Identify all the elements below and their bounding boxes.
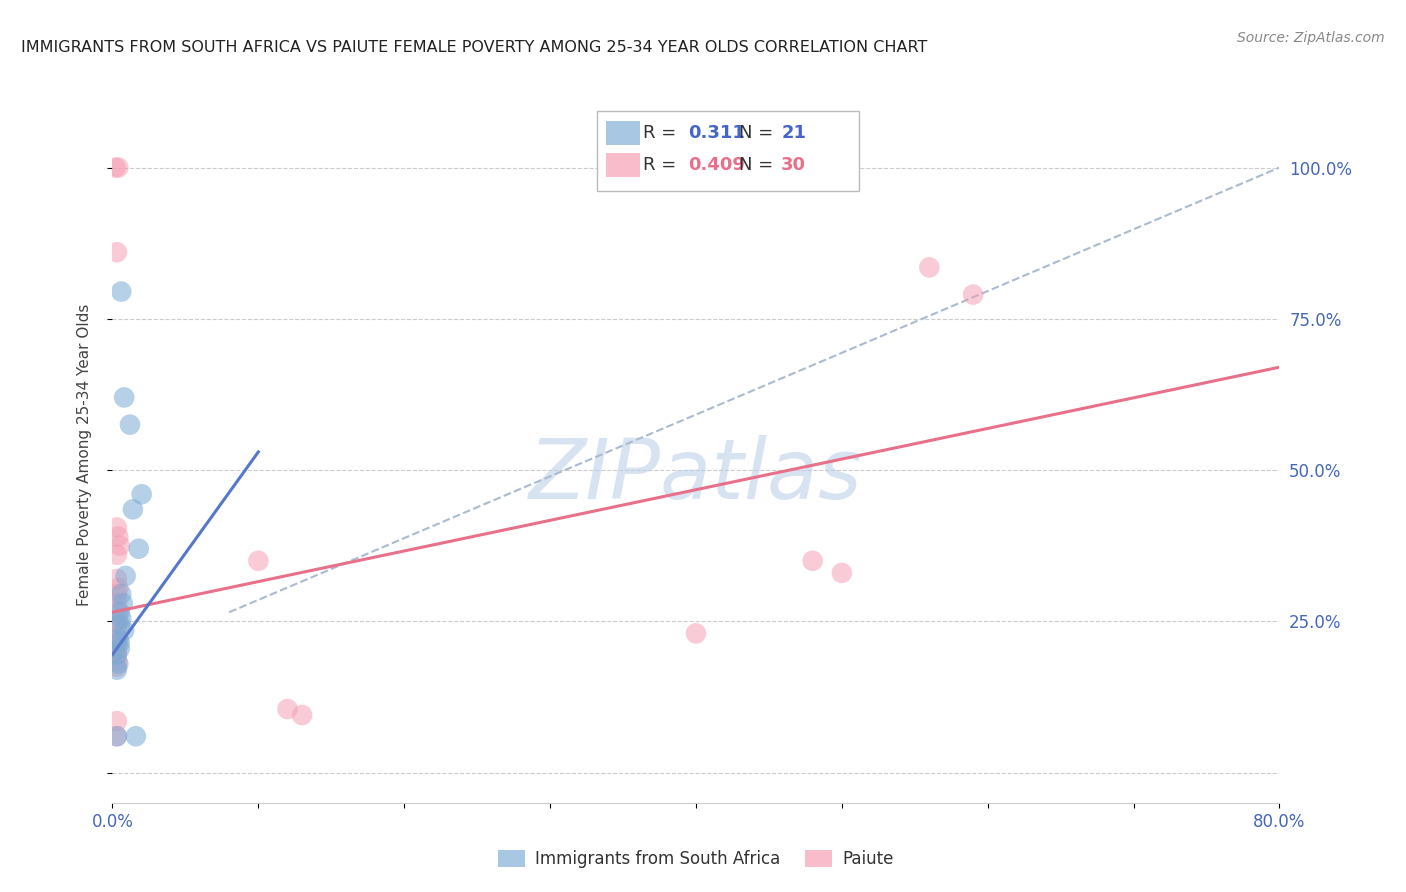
- Point: [105, 648, 128, 662]
- Text: N =: N =: [740, 124, 779, 142]
- Point: [107, 657, 129, 671]
- Point: [108, 641, 131, 656]
- Y-axis label: Female Poverty Among 25-34 Year Olds: Female Poverty Among 25-34 Year Olds: [77, 304, 91, 606]
- Point: [107, 605, 129, 619]
- Point: [128, 541, 150, 556]
- Point: [291, 708, 314, 723]
- Point: [105, 663, 128, 677]
- Text: Source: ZipAtlas.com: Source: ZipAtlas.com: [1237, 31, 1385, 45]
- Point: [112, 624, 135, 638]
- Point: [105, 654, 128, 668]
- Point: [105, 572, 128, 586]
- Point: [105, 596, 128, 610]
- Text: 0.311: 0.311: [688, 124, 745, 142]
- Point: [108, 635, 131, 649]
- Text: R =: R =: [644, 124, 682, 142]
- Point: [685, 626, 707, 640]
- Point: [107, 581, 129, 595]
- Text: IMMIGRANTS FROM SOUTH AFRICA VS PAIUTE FEMALE POVERTY AMONG 25-34 YEAR OLDS CORR: IMMIGRANTS FROM SOUTH AFRICA VS PAIUTE F…: [21, 40, 928, 55]
- Point: [107, 632, 129, 647]
- Text: 30: 30: [782, 156, 806, 174]
- Point: [105, 548, 128, 562]
- Point: [110, 611, 132, 625]
- Point: [108, 617, 131, 632]
- Point: [125, 729, 148, 743]
- Point: [105, 635, 128, 649]
- Text: ZIPatlas: ZIPatlas: [529, 435, 863, 516]
- Point: [801, 554, 824, 568]
- Point: [114, 569, 136, 583]
- Point: [105, 729, 128, 743]
- Point: [962, 287, 984, 301]
- Point: [108, 605, 131, 619]
- Point: [105, 520, 128, 534]
- Point: [105, 587, 128, 601]
- FancyBboxPatch shape: [596, 111, 859, 191]
- Point: [107, 161, 129, 175]
- Text: 0.409: 0.409: [688, 156, 745, 174]
- Text: N =: N =: [740, 156, 779, 174]
- Point: [110, 587, 132, 601]
- Point: [105, 648, 128, 662]
- Point: [247, 554, 270, 568]
- Legend: Immigrants from South Africa, Paiute: Immigrants from South Africa, Paiute: [492, 843, 900, 874]
- Point: [105, 729, 128, 743]
- Point: [104, 161, 127, 175]
- Point: [105, 245, 128, 260]
- Point: [131, 487, 153, 501]
- Point: [118, 417, 141, 432]
- Point: [105, 641, 128, 656]
- Text: R =: R =: [644, 156, 682, 174]
- Point: [111, 596, 134, 610]
- FancyBboxPatch shape: [606, 121, 640, 145]
- Point: [110, 285, 132, 299]
- Point: [112, 391, 135, 405]
- Point: [107, 530, 129, 544]
- Point: [105, 629, 128, 643]
- Point: [105, 622, 128, 636]
- Text: 21: 21: [782, 124, 806, 142]
- FancyBboxPatch shape: [606, 153, 640, 177]
- Point: [122, 502, 145, 516]
- Point: [108, 539, 131, 553]
- Point: [105, 714, 128, 728]
- Point: [105, 659, 128, 673]
- Point: [105, 615, 128, 629]
- Point: [918, 260, 941, 275]
- Point: [276, 702, 298, 716]
- Point: [831, 566, 853, 580]
